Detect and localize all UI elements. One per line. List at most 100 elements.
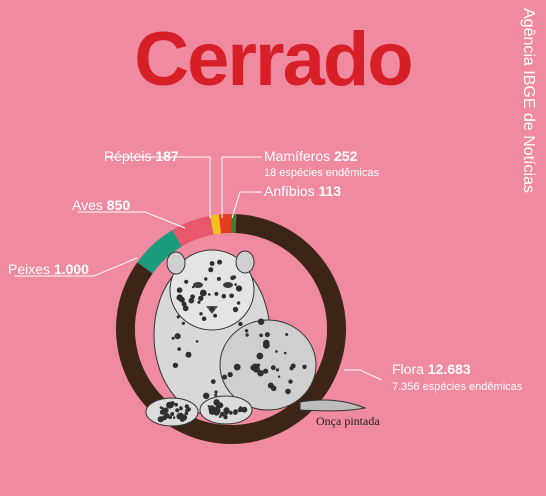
jaguar-spot [257,318,265,325]
jaguar-spot [236,301,241,305]
jaguar-spot [185,351,192,358]
jaguar-spot [184,404,189,409]
jaguar-spot [228,410,233,415]
jaguar-spot [157,416,164,423]
label-flora: Flora 12.683 [392,361,471,377]
jaguar-spot [198,295,204,301]
jaguar-spot [179,406,183,411]
label-anfibios: Anfíbios 113 [264,183,341,199]
jaguar-spot [217,259,223,265]
jaguar-spot [209,261,215,266]
jaguar-spot [197,300,201,304]
slice-anfibios [231,214,237,234]
jaguar-spot [234,283,237,286]
jaguar-spot [288,379,293,384]
jaguar-spot [290,363,296,369]
jaguar-spot [285,333,289,336]
note-flora: 7.356 espécies endêmicas [392,381,523,393]
jaguar-spot [201,316,207,322]
jaguar-spot [237,286,242,291]
slice-mamiferos [218,214,231,234]
jaguar-spot [199,289,207,297]
jaguar-spot [188,297,195,304]
jaguar-spot [302,364,307,369]
jaguar-spot [216,276,221,281]
jaguar-spot [176,287,183,294]
jaguar-spot [184,279,189,284]
jaguar-spot [277,375,281,378]
jaguar-spot [233,363,241,371]
jaguar-spot [250,364,257,371]
jaguar-spot [192,285,195,289]
jaguar-spot [232,306,239,313]
label-peixes: Peixes 1.000 [8,261,89,277]
jaguar-spot [267,382,274,389]
jaguar-spot [227,372,233,378]
jaguar-spot [214,390,218,394]
jaguar-spot [179,296,185,303]
jaguar-caption: Onça pintada [316,414,380,428]
jaguar-spot [257,355,262,360]
jaguar-spot [214,393,218,397]
jaguar-spot [241,406,248,413]
jaguar-spot [213,313,218,318]
jaguar-spot [177,347,181,351]
jaguar-spot [174,333,181,340]
jaguar-spot [199,312,203,316]
jaguar-spot [218,415,222,418]
jaguar-spot [208,293,211,296]
jaguar-spot [244,329,249,333]
jaguar-spot [171,336,175,340]
jaguar-spot [172,416,176,419]
jaguar-spot [285,388,291,395]
jaguar-spot [170,412,175,416]
slice-repteis [210,214,221,235]
slice-aves [172,215,214,247]
label-repteis: Répteis 187 [104,148,179,164]
page-title: Cerrado [134,17,413,102]
label-aves: Aves 850 [72,197,130,213]
jaguar-spot [184,411,189,416]
jaguar-spot [283,351,287,355]
jaguar-spot [255,363,260,368]
jaguar-spot [170,401,175,406]
jaguar-spot [214,291,219,296]
jaguar-spot [208,267,214,273]
jaguar-spot [210,379,216,384]
jaguar-spot [185,408,190,413]
jaguar-spot [174,402,178,407]
jaguar-spot [275,368,280,372]
jaguar-spot [176,315,180,319]
jaguar-spot [172,362,179,368]
jaguar-spot [239,406,243,410]
jaguar-spot [168,415,173,420]
jaguar-spot [231,275,237,280]
jaguar-spot [182,305,189,312]
source-credit: Agência IBGE de Notícias [520,8,537,193]
jaguar-spot [223,414,228,420]
jaguar-spot [229,293,234,299]
label-connectors [14,156,383,381]
label-mamiferos: Mamíferos 252 [264,148,358,164]
slice-peixes [137,230,182,274]
jaguar-spot [220,411,225,417]
jaguar-spot [203,392,210,399]
jaguar-spot [209,306,215,312]
jaguar-spot [257,370,264,377]
jaguar-spot [263,339,270,347]
jaguar-spot [222,374,228,380]
jaguar-illustration [145,249,367,427]
jaguar-spot [195,340,199,343]
jaguar-spot [217,402,224,409]
jaguar-spot [181,321,185,325]
jaguar-spot [259,333,263,338]
jaguar-spot [221,293,227,299]
jaguar-spot [275,350,278,353]
jaguar-spot [175,408,180,413]
jaguar-spot [159,406,163,409]
note-mamiferos: 18 espécies endêmicas [264,167,379,179]
jaguar-spot [270,365,276,371]
jaguar-spot [213,408,220,414]
jaguar-spot [264,332,270,338]
